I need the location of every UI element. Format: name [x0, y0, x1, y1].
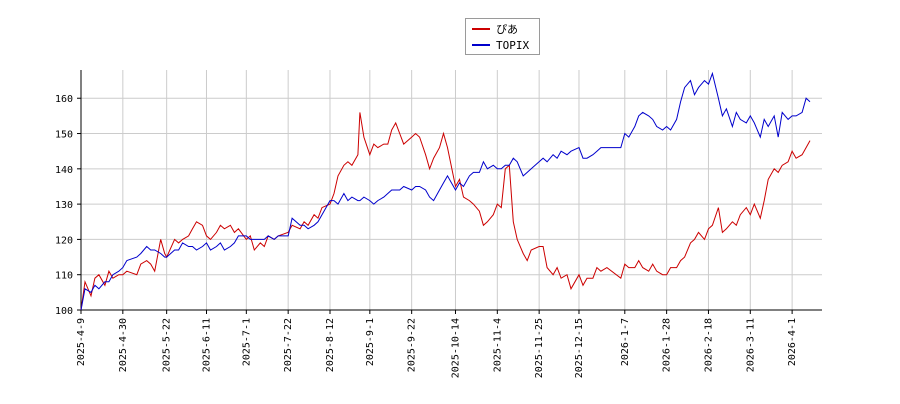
series-line-1 [80, 112, 811, 311]
legend-item-series-2: TOPIX [472, 37, 529, 53]
x-tick-label: 2026-4-1 [787, 318, 798, 366]
y-axis-ticks: 100 110 120 130 140 150 160 [55, 94, 81, 317]
x-tick-label: 2025-12-15 [574, 318, 585, 378]
x-tick-label: 2026-2-18 [703, 318, 714, 372]
x-tick-label: 2025-4-9 [76, 318, 87, 366]
x-tick-label: 2025-8-12 [325, 318, 336, 372]
x-axis-ticks: 2025-4-9 2025-4-30 2025-5-22 2025-6-11 2025-… [76, 310, 798, 378]
y-tick-label: 110 [55, 271, 73, 282]
legend-label-series-1: ぴあ [496, 23, 518, 36]
legend-swatch-series-2 [472, 44, 490, 46]
x-tick-label: 2025-4-30 [118, 318, 129, 372]
y-tick-label: 150 [55, 130, 73, 141]
x-tick-label: 2025-9-1 [365, 318, 376, 366]
x-tick-label: 2025-7-1 [241, 318, 252, 366]
y-tick-label: 130 [55, 200, 73, 211]
x-tick-label: 2026-3-11 [745, 318, 756, 372]
x-tick-label: 2025-7-22 [283, 318, 294, 372]
series-line-2 [80, 71, 811, 311]
series-lines [80, 71, 811, 311]
x-tick-label: 2025-9-22 [407, 318, 418, 372]
axes [80, 70, 822, 311]
x-tick-label: 2025-11-4 [492, 318, 503, 372]
y-tick-label: 120 [55, 235, 73, 246]
legend-item-series-1: ぴあ [472, 21, 518, 37]
y-tick-label: 160 [55, 94, 73, 105]
grid-lines [80, 70, 822, 311]
x-tick-label: 2025-5-22 [162, 318, 173, 372]
x-tick-label: 2025-6-11 [201, 318, 212, 372]
x-tick-label: 2025-11-25 [534, 318, 545, 378]
x-tick-label: 2026-1-28 [662, 318, 673, 372]
y-tick-label: 140 [55, 165, 73, 176]
legend: ぴあ TOPIX [465, 18, 540, 55]
legend-label-series-2: TOPIX [496, 38, 530, 52]
y-tick-label: 100 [55, 306, 73, 317]
x-tick-label: 2026-1-7 [620, 318, 631, 366]
x-tick-label: 2025-10-14 [450, 318, 461, 378]
legend-swatch-series-1 [472, 28, 490, 30]
